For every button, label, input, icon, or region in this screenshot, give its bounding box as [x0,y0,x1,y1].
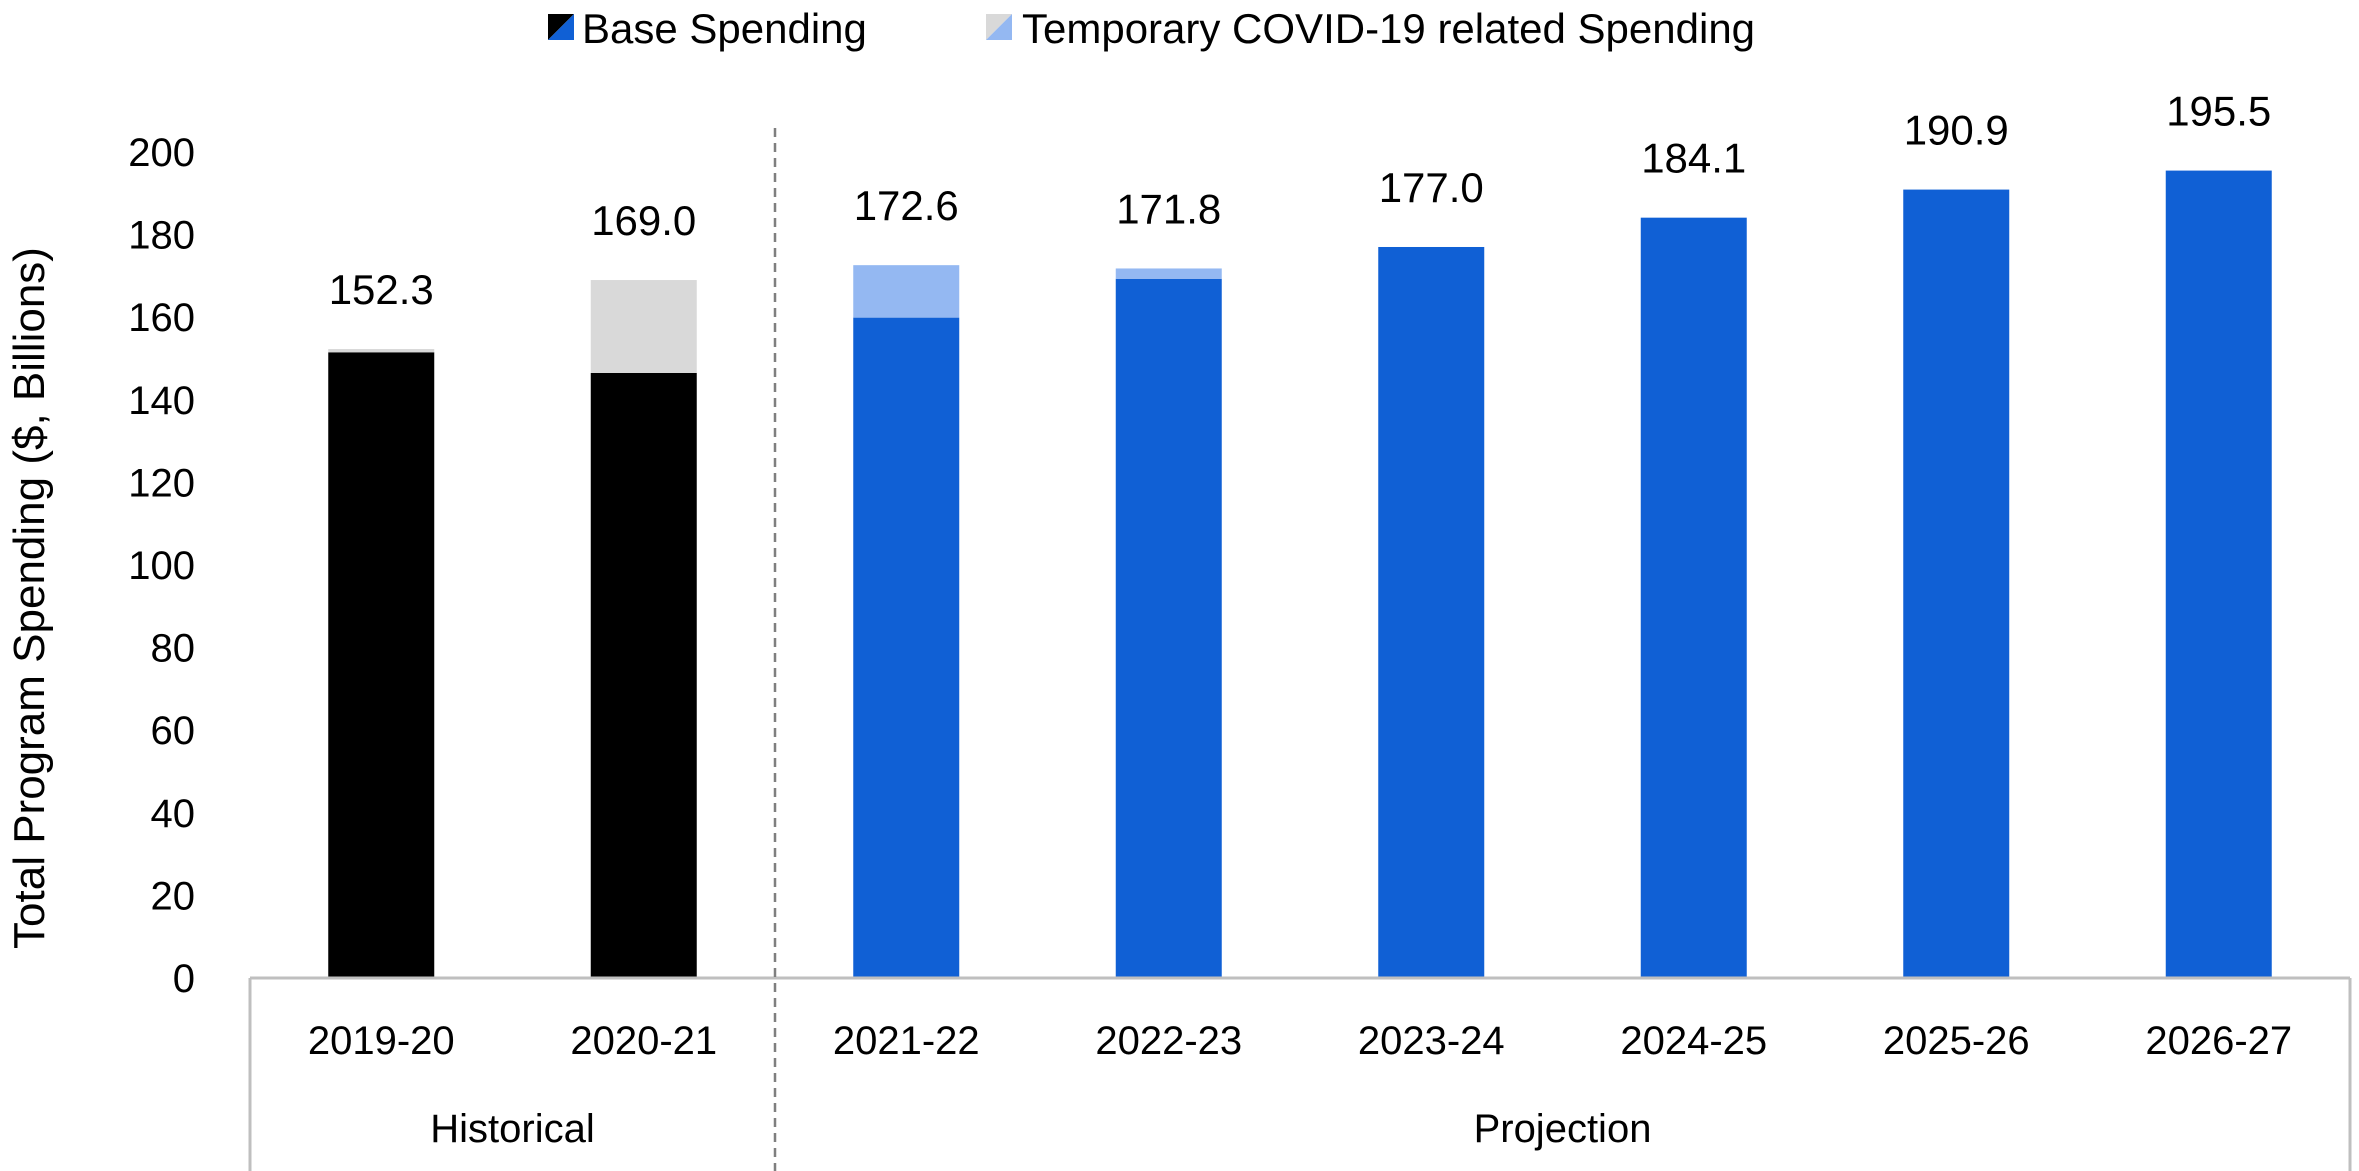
bar-temporary-covid-19-related-spending-2019-20 [328,349,435,353]
legend-item-base-spending: Base Spending [548,5,867,52]
bar-base-spending-2023-24 [1378,246,1485,979]
legend-swatch-base-projection [548,14,574,40]
y-axis-ticks: 0 20 40 60 80 100 120 140 160 180 200 [128,131,195,1001]
bar-base-spending-2025-26 [1903,189,2010,978]
bars [328,170,2272,979]
bar-base-spending-2021-22 [853,317,960,978]
bar-temporary-covid-19-related-spending-2022-23 [1115,268,1222,279]
total-label-2022-23: 171.8 [1116,185,1221,232]
y-tick-label-120: 120 [128,461,195,505]
x-tick-label-2024-25: 2024-25 [1620,1019,1767,1063]
total-label-2026-27: 195.5 [2166,88,2271,135]
y-tick-label-80: 80 [151,627,196,671]
total-label-2025-26: 190.9 [1904,107,2009,154]
y-tick-label-60: 60 [151,709,196,753]
group-label-projection: Projection [1474,1107,1652,1151]
bar-base-spending-2024-25 [1640,217,1747,979]
total-label-2020-21: 169.0 [591,197,696,244]
bar-temporary-covid-19-related-spending-2020-21 [590,280,697,373]
y-tick-label-200: 200 [128,131,195,175]
x-tick-label-2021-22: 2021-22 [833,1019,980,1063]
total-label-2024-25: 184.1 [1641,135,1746,182]
bar-base-spending-2026-27 [2165,170,2272,978]
legend-item-covid-spending: Temporary COVID-19 related Spending [986,5,1755,52]
x-tick-label-2023-24: 2023-24 [1358,1019,1505,1063]
x-axis: 2019-20 2020-21 2021-22 2022-23 2023-24 2024-… [248,128,2352,1171]
bar-base-spending-2019-20 [328,352,435,978]
y-axis-label: Total Program Spending ($, Billions) [5,247,54,949]
bar-base-spending-2020-21 [590,372,697,979]
y-tick-label-20: 20 [151,874,196,918]
total-label-2023-24: 177.0 [1379,164,1484,211]
legend-label-base-spending: Base Spending [582,5,867,52]
y-tick-label-0: 0 [173,957,195,1001]
x-tick-label-2019-20: 2019-20 [308,1019,455,1063]
y-tick-label-100: 100 [128,544,195,588]
group-label-historical: Historical [430,1107,594,1151]
x-tick-label-2026-27: 2026-27 [2145,1019,2292,1063]
y-tick-label-160: 160 [128,296,195,340]
total-label-2019-20: 152.3 [329,266,434,313]
bar-temporary-covid-19-related-spending-2021-22 [853,265,960,318]
x-tick-label-2020-21: 2020-21 [570,1019,717,1063]
y-tick-label-40: 40 [151,792,196,836]
y-tick-label-140: 140 [128,379,195,423]
x-tick-label-2025-26: 2025-26 [1883,1019,2030,1063]
legend-label-covid-spending: Temporary COVID-19 related Spending [1022,5,1755,52]
y-tick-label-180: 180 [128,214,195,258]
legend-swatch-covid-projection [986,14,1012,40]
total-label-2021-22: 172.6 [854,182,959,229]
bar-base-spending-2022-23 [1115,278,1222,978]
x-tick-label-2022-23: 2022-23 [1095,1019,1242,1063]
legend: Base Spending Temporary COVID-19 related… [548,5,1755,52]
total-labels: 152.3 169.0 172.6 171.8 177.0 184.1 190.9 195.5 [329,88,2272,313]
